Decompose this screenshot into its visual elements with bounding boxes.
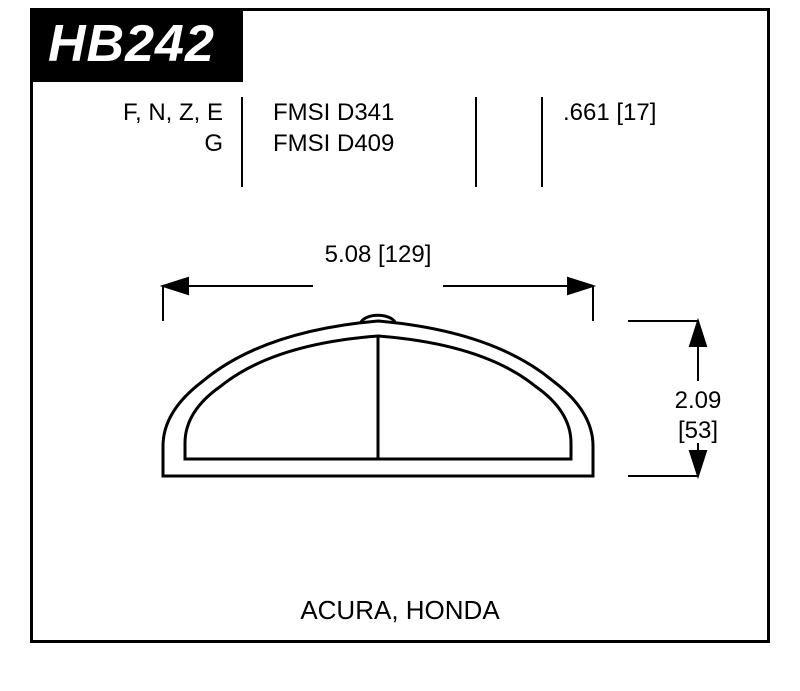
spec-frame: HB242 F, N, Z, E G FMSI D341 FMSI D409 .…	[30, 8, 770, 643]
height-dimension-arrows	[628, 321, 706, 476]
fitment-label: ACURA, HONDA	[33, 595, 767, 626]
brake-pad-diagram	[33, 11, 773, 646]
brake-pad-outline	[163, 315, 593, 476]
